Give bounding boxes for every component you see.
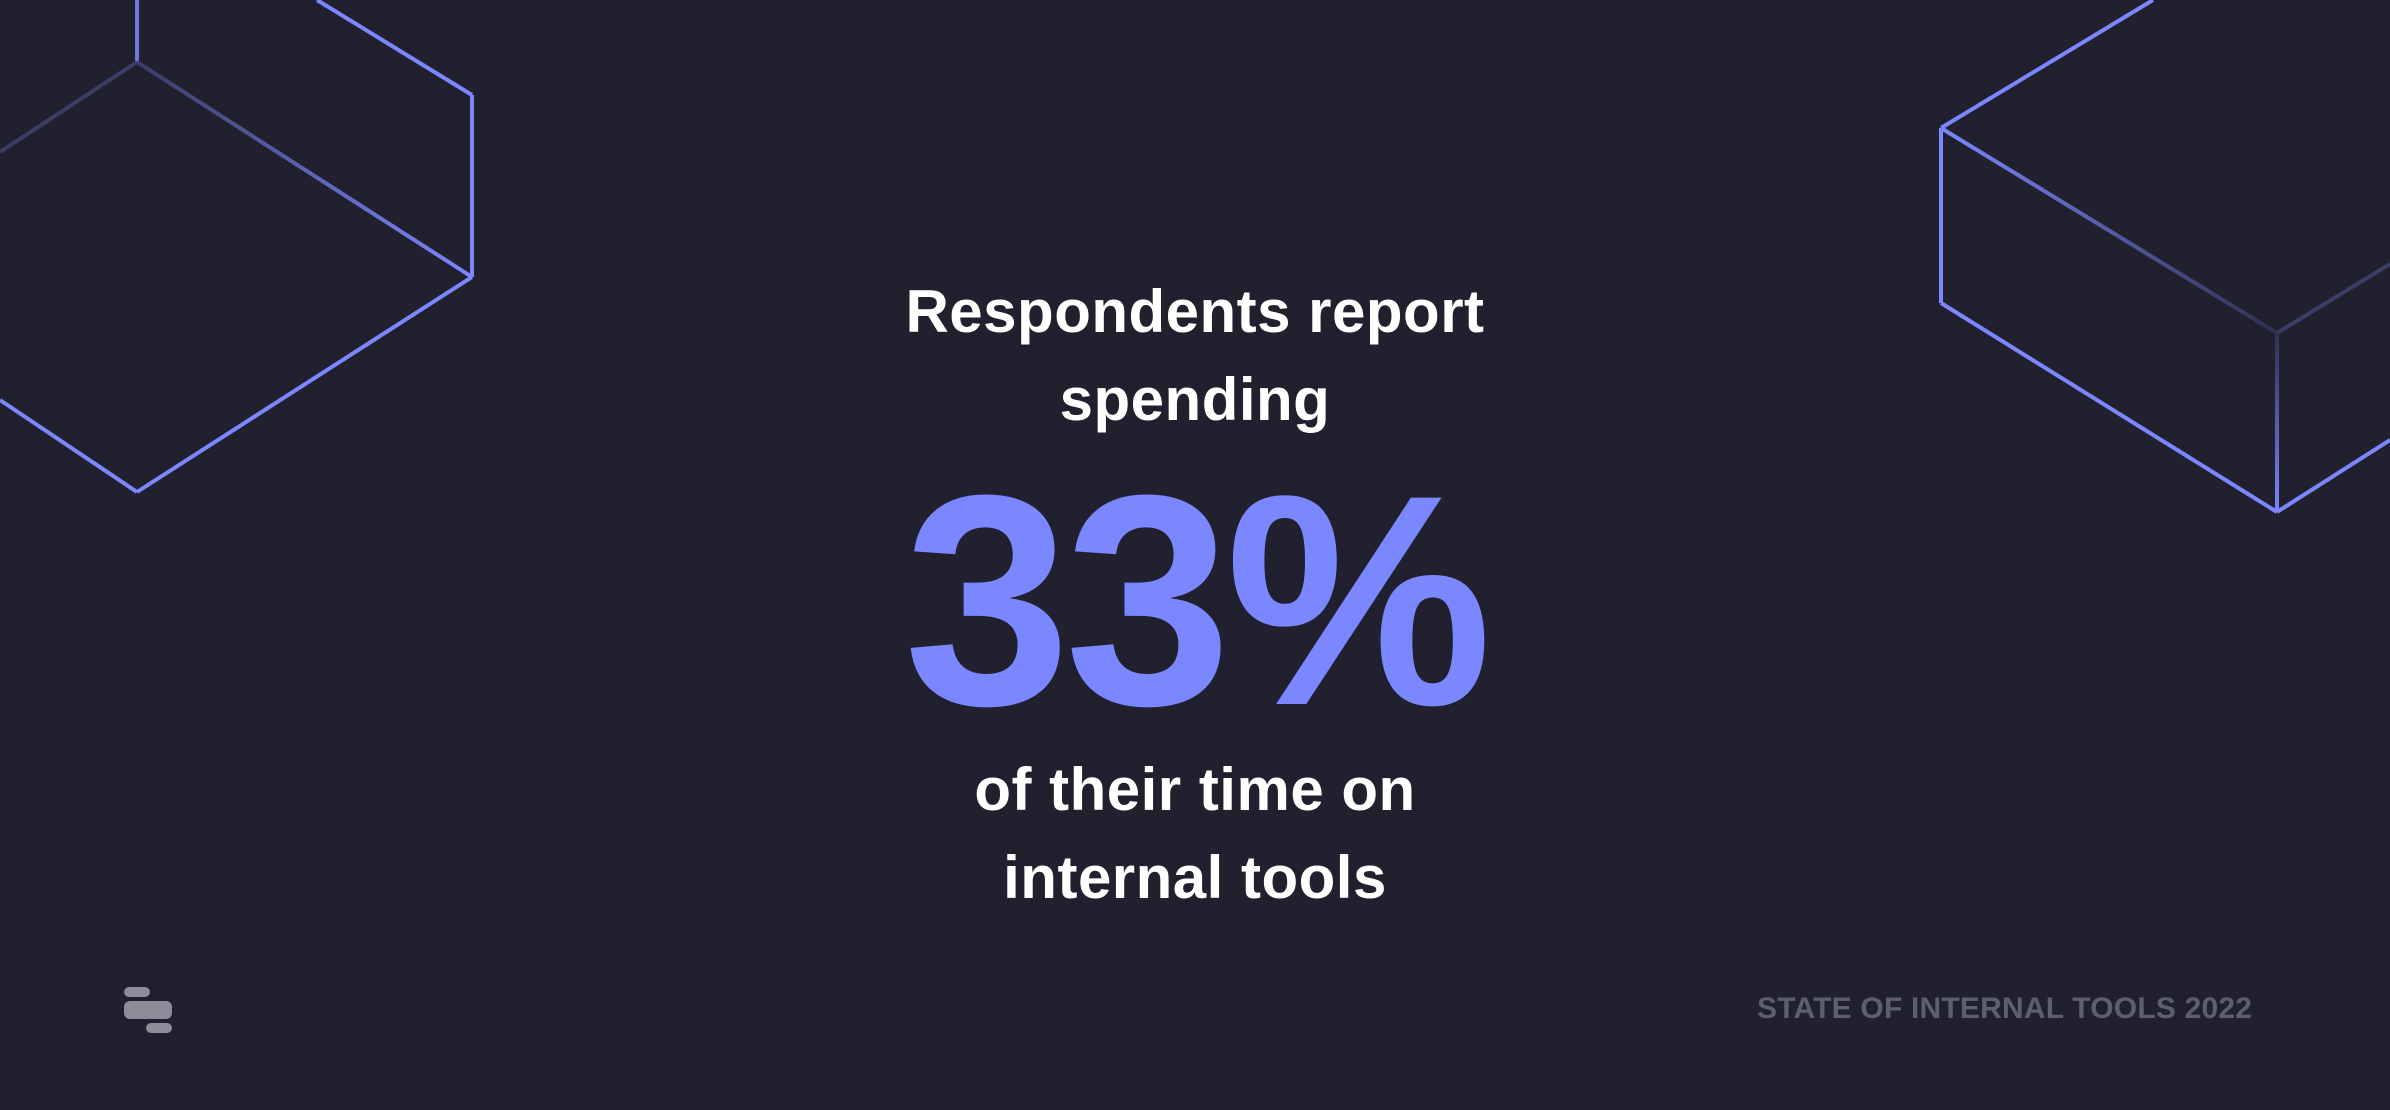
footer-report-title: STATE OF INTERNAL TOOLS 2022 — [1757, 992, 2253, 1025]
stat-value: 33% — [903, 432, 1492, 768]
headline-line-4: internal tools — [1003, 844, 1387, 911]
headline-line-3: of their time on — [974, 756, 1416, 823]
retool-logo-icon — [124, 987, 172, 1033]
headline-line-1: Respondents report — [905, 278, 1485, 345]
cube-right-outline — [1939, 0, 2390, 514]
cube-left-outline — [0, 0, 474, 494]
headline-line-2: spending — [1059, 366, 1331, 433]
